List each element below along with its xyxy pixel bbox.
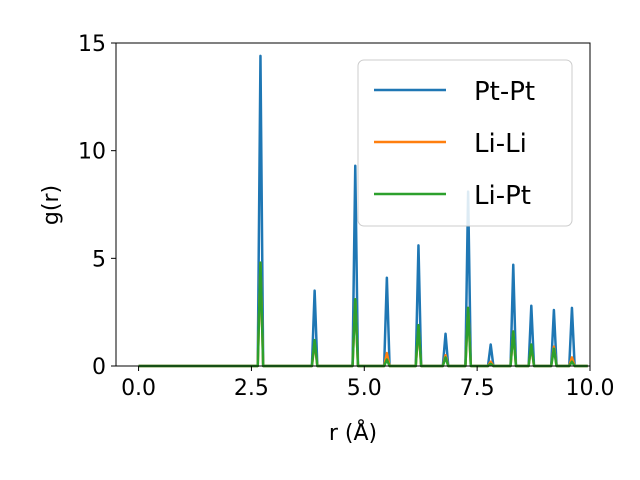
x-axis: 0.0 2.5 5.0 7.5 10.0 [121,366,614,401]
series-line-1 [138,261,588,368]
plot-frame [115,42,591,367]
x-axis-label: r (Å) [329,419,377,446]
y-axis-label: g(r) [39,185,64,225]
x-tick-label: 5.0 [347,376,382,401]
x-tick-label: 7.5 [460,376,495,401]
x-tick-label: 0.0 [121,376,156,401]
legend-label-0: Pt-Pt [474,77,535,107]
y-tick-label: 15 [78,32,106,57]
y-tick-label: 5 [92,247,106,272]
y-tick-label: 0 [92,355,106,380]
legend-label-1: Li-Li [474,129,527,159]
legend-box [357,59,573,227]
x-tick-label: 10.0 [566,376,615,401]
legend: Pt-Pt Li-Li Li-Pt [357,59,573,227]
x-tick-label: 2.5 [234,376,269,401]
legend-label-2: Li-Pt [474,181,531,211]
y-tick-label: 10 [78,140,106,165]
y-axis: 0 5 10 15 [78,32,116,380]
series-line-2 [138,261,588,368]
